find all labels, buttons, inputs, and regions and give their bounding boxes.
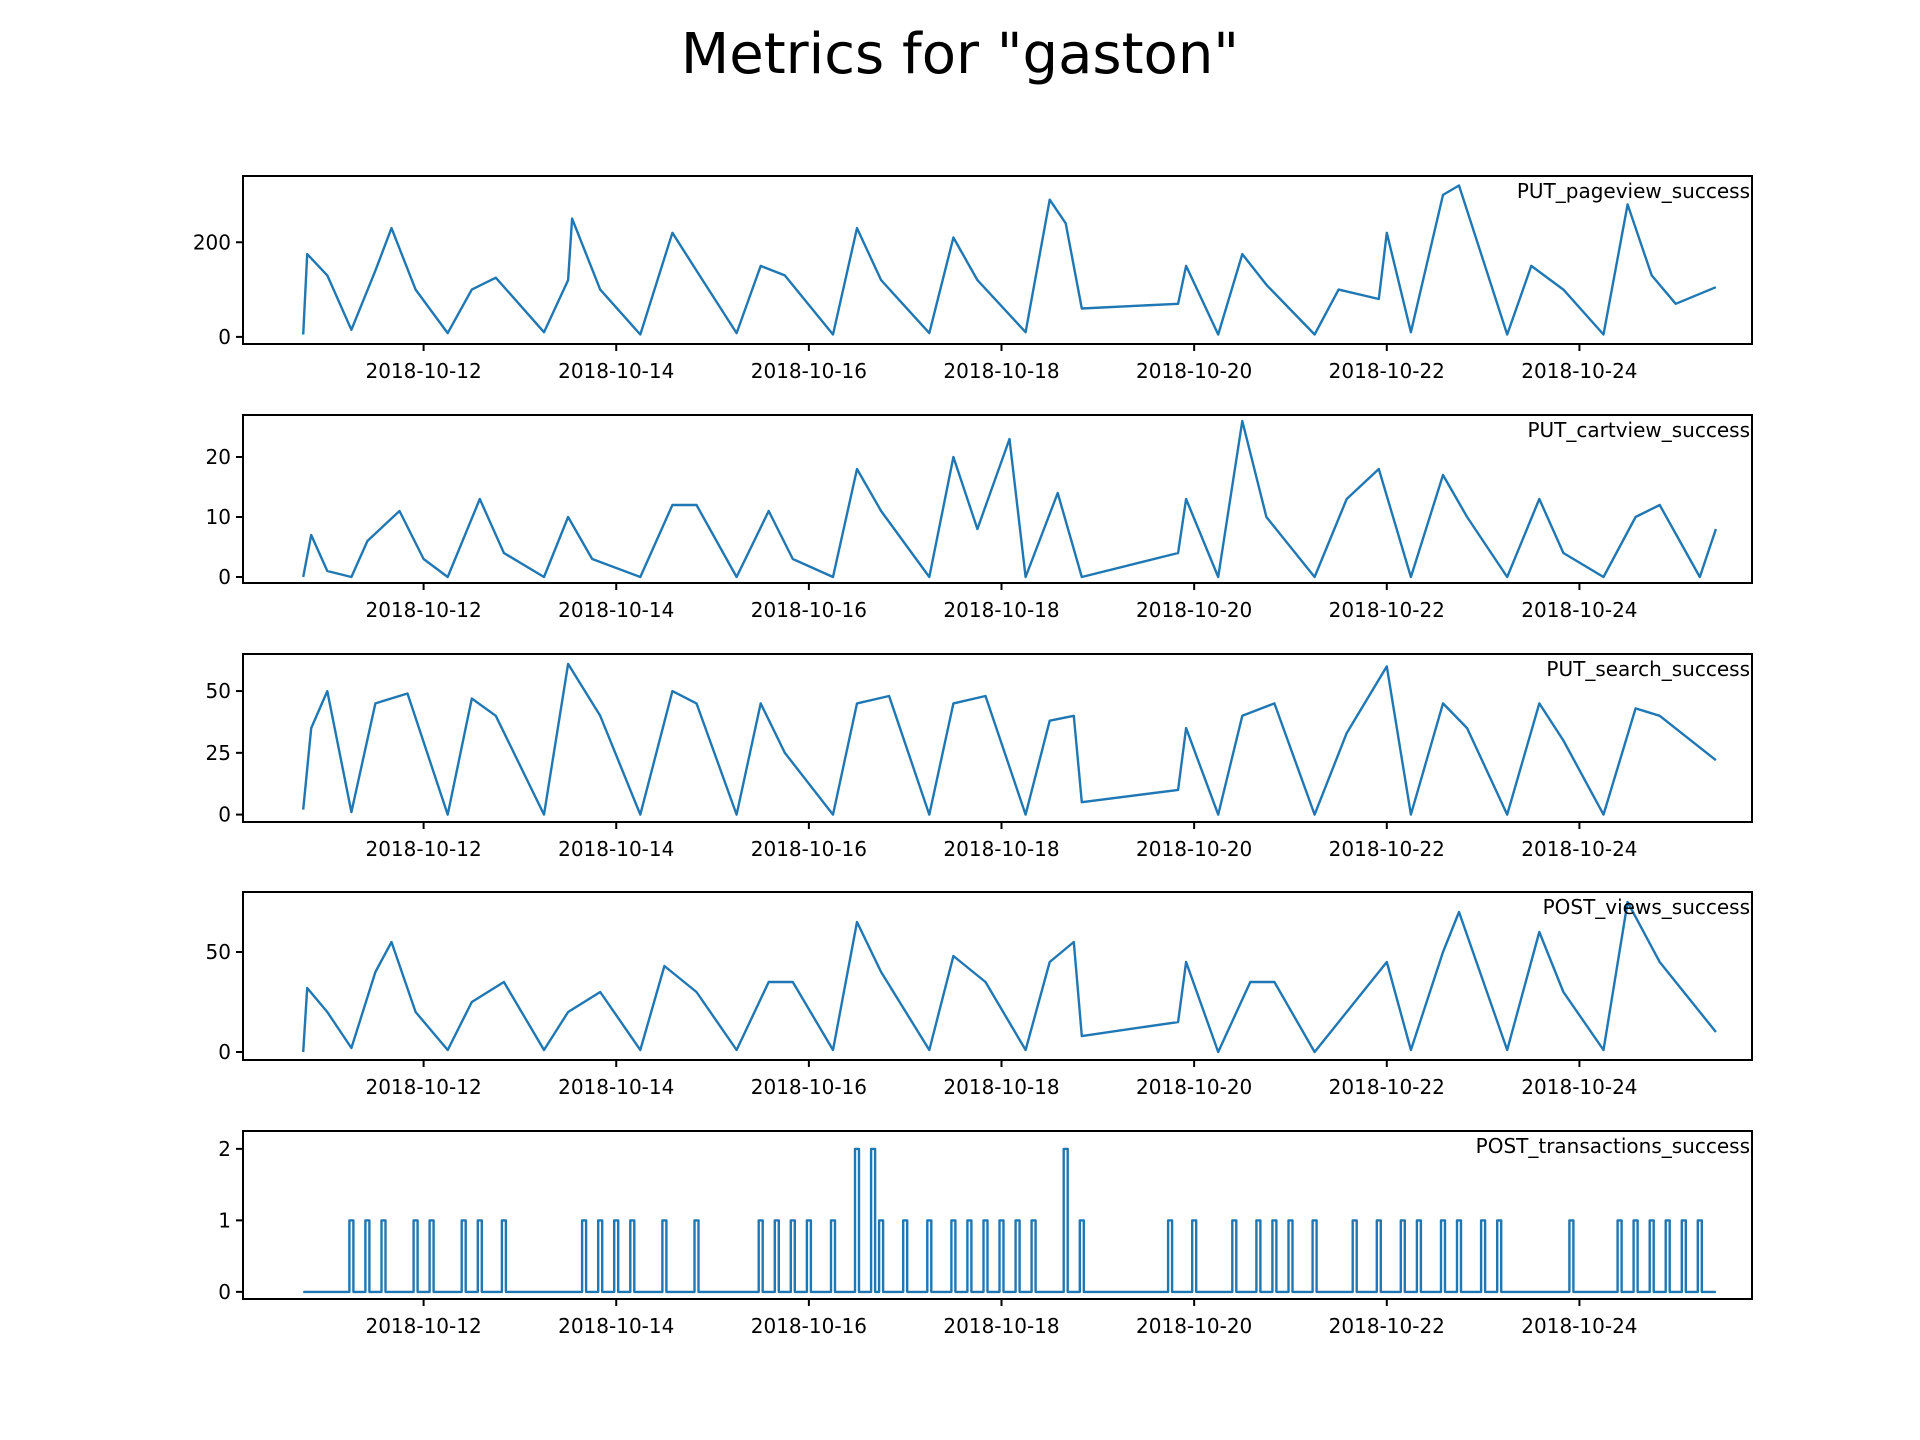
x-tick-label: 2018-10-18 <box>943 1075 1059 1099</box>
x-tick-label: 2018-10-12 <box>365 837 481 861</box>
y-tick-label: 20 <box>206 445 231 469</box>
axes-frame-1 <box>242 175 1753 345</box>
series-line-2 <box>302 419 1718 579</box>
x-tick-label: 2018-10-14 <box>558 1314 674 1338</box>
x-tick-label: 2018-10-16 <box>751 1075 867 1099</box>
y-tick-label: 50 <box>206 679 231 703</box>
x-tick-label: 2018-10-14 <box>558 359 674 383</box>
x-tick-label: 2018-10-22 <box>1329 598 1445 622</box>
axes-frame-3 <box>242 653 1753 823</box>
x-tick-label: 2018-10-22 <box>1329 1314 1445 1338</box>
x-tick-label: 2018-10-20 <box>1136 359 1252 383</box>
series-line-3 <box>302 662 1717 816</box>
x-tick-label: 2018-10-16 <box>751 359 867 383</box>
x-tick-label: 2018-10-24 <box>1521 837 1637 861</box>
x-tick-label: 2018-10-14 <box>558 837 674 861</box>
axes-frame-4 <box>242 891 1753 1061</box>
axes-frame-2 <box>242 414 1753 584</box>
y-tick-label: 0 <box>218 1280 231 1304</box>
x-tick-label: 2018-10-12 <box>365 1314 481 1338</box>
axes-frame-5 <box>242 1130 1753 1300</box>
series-line-1 <box>302 184 1717 336</box>
y-tick-label: 50 <box>206 940 231 964</box>
x-tick-label: 2018-10-24 <box>1521 1314 1637 1338</box>
y-tick-label: 25 <box>206 741 231 765</box>
x-tick-label: 2018-10-22 <box>1329 359 1445 383</box>
y-tick-label: 200 <box>193 230 231 254</box>
x-tick-label: 2018-10-12 <box>365 598 481 622</box>
x-tick-label: 2018-10-16 <box>751 598 867 622</box>
figure-title: Metrics for "gaston" <box>680 22 1240 87</box>
x-tick-label: 2018-10-14 <box>558 1075 674 1099</box>
series-line-5 <box>303 1147 1716 1294</box>
x-tick-label: 2018-10-18 <box>943 359 1059 383</box>
x-tick-label: 2018-10-12 <box>365 1075 481 1099</box>
x-tick-label: 2018-10-18 <box>943 837 1059 861</box>
x-tick-label: 2018-10-22 <box>1329 837 1445 861</box>
y-tick-label: 0 <box>218 1040 231 1064</box>
y-tick-label: 10 <box>206 505 231 529</box>
y-tick-label: 0 <box>218 565 231 589</box>
y-tick-label: 2 <box>218 1137 231 1161</box>
x-tick-label: 2018-10-16 <box>751 1314 867 1338</box>
x-tick-label: 2018-10-16 <box>751 837 867 861</box>
x-tick-label: 2018-10-18 <box>943 1314 1059 1338</box>
panel-label-1: PUT_pageview_success <box>1517 179 1750 203</box>
x-tick-label: 2018-10-20 <box>1136 1075 1252 1099</box>
x-tick-label: 2018-10-14 <box>558 598 674 622</box>
panel-label-3: PUT_search_success <box>1546 657 1750 681</box>
series-line-4 <box>302 900 1717 1054</box>
x-tick-label: 2018-10-24 <box>1521 359 1637 383</box>
y-tick-label: 0 <box>218 803 231 827</box>
x-tick-label: 2018-10-20 <box>1136 598 1252 622</box>
x-tick-label: 2018-10-18 <box>943 598 1059 622</box>
panel-label-2: PUT_cartview_success <box>1527 418 1750 442</box>
y-tick-label: 1 <box>218 1208 231 1232</box>
x-tick-label: 2018-10-12 <box>365 359 481 383</box>
x-tick-label: 2018-10-20 <box>1136 837 1252 861</box>
x-tick-label: 2018-10-24 <box>1521 1075 1637 1099</box>
x-tick-label: 2018-10-22 <box>1329 1075 1445 1099</box>
panel-label-4: POST_views_success <box>1543 895 1750 919</box>
x-tick-label: 2018-10-24 <box>1521 598 1637 622</box>
y-tick-label: 0 <box>218 325 231 349</box>
panel-label-5: POST_transactions_success <box>1476 1134 1750 1158</box>
x-tick-label: 2018-10-20 <box>1136 1314 1252 1338</box>
